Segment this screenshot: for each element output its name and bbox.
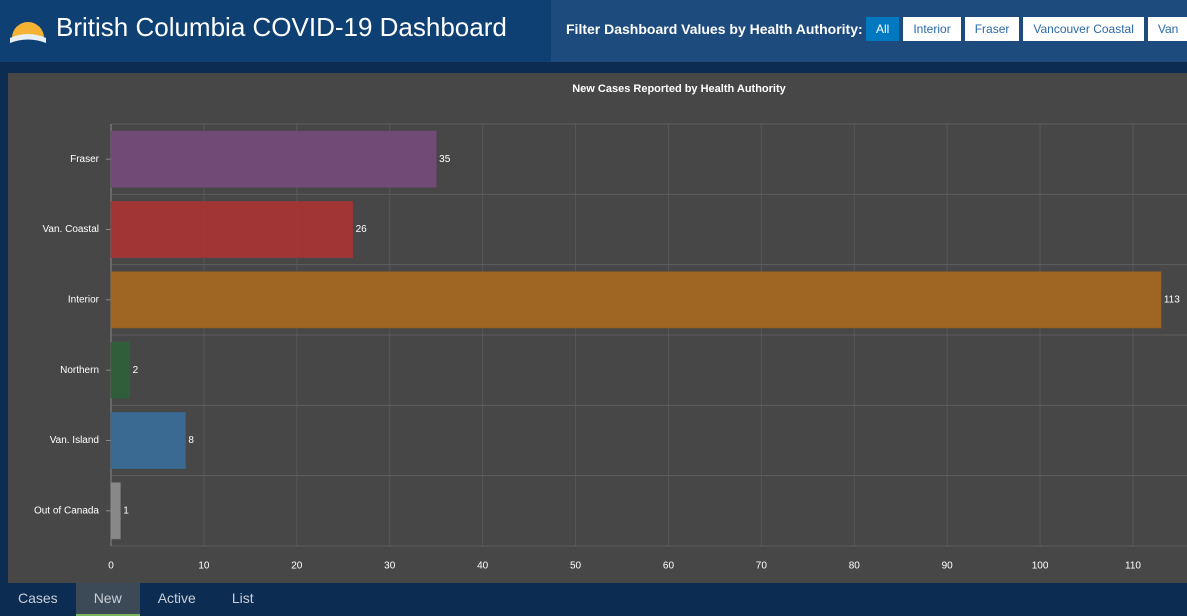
filter-label: Filter Dashboard Values by Health Author… <box>566 21 863 37</box>
x-tick-label: 50 <box>570 561 582 572</box>
tab[interactable]: Cases <box>18 590 58 606</box>
x-tick-label: 90 <box>942 561 954 572</box>
filter-button[interactable]: Interior <box>903 17 961 41</box>
y-tick-label: Fraser <box>70 154 100 165</box>
bar <box>110 412 186 469</box>
chart-title: New Cases Reported by Health Authority <box>572 83 786 95</box>
value-label: 26 <box>356 224 368 235</box>
tab[interactable]: Active <box>157 590 196 606</box>
title: British Columbia COVID-19 Dashboard <box>56 12 507 42</box>
y-tick-label: Northern <box>60 365 99 376</box>
value-label: 1 <box>123 505 129 516</box>
value-label: 35 <box>439 154 451 165</box>
chart-panel: New Cases Reported by Health Authority 0… <box>8 73 1187 583</box>
y-tick-label: Van. Coastal <box>42 224 99 235</box>
bar <box>110 201 354 258</box>
y-tick-label: Interior <box>68 294 100 305</box>
x-tick-label: 70 <box>756 561 768 572</box>
bar <box>110 341 131 399</box>
x-tick-label: 80 <box>849 561 861 572</box>
bar <box>110 482 121 540</box>
filter-bar: Filter Dashboard Values by Health Author… <box>551 0 1187 62</box>
x-tick-label: 0 <box>108 561 114 572</box>
x-tick-label: 110 <box>1125 561 1141 572</box>
logo <box>10 22 46 43</box>
x-tick-label: 20 <box>291 561 303 572</box>
x-tick-label: 100 <box>1032 561 1049 572</box>
chart: New Cases Reported by Health Authority 0… <box>34 83 1187 572</box>
filter-options: All Interior Fraser Vancouver Coastal Van <box>866 17 1187 41</box>
bar <box>110 271 1162 329</box>
bar <box>110 130 437 188</box>
y-tick-label: Van. Island <box>50 435 99 446</box>
x-tick-label: 40 <box>477 561 489 572</box>
tab[interactable]: List <box>231 590 254 606</box>
x-tick-label: 60 <box>663 561 675 572</box>
x-tick-label: 30 <box>384 561 396 572</box>
value-label: 8 <box>188 435 194 446</box>
value-label: 2 <box>133 365 139 376</box>
filter-button[interactable]: Vancouver Coastal <box>1023 17 1144 41</box>
tab-bar: Cases New Active List <box>0 583 272 616</box>
filter-button[interactable]: Fraser <box>964 17 1020 41</box>
x-tick-label: 10 <box>198 561 210 572</box>
filter-button[interactable]: All <box>866 17 900 41</box>
filter-button[interactable]: Van <box>1147 17 1187 41</box>
tab[interactable]: New <box>75 583 140 616</box>
value-label: 113 <box>1164 294 1180 305</box>
y-tick-label: Out of Canada <box>34 505 99 516</box>
